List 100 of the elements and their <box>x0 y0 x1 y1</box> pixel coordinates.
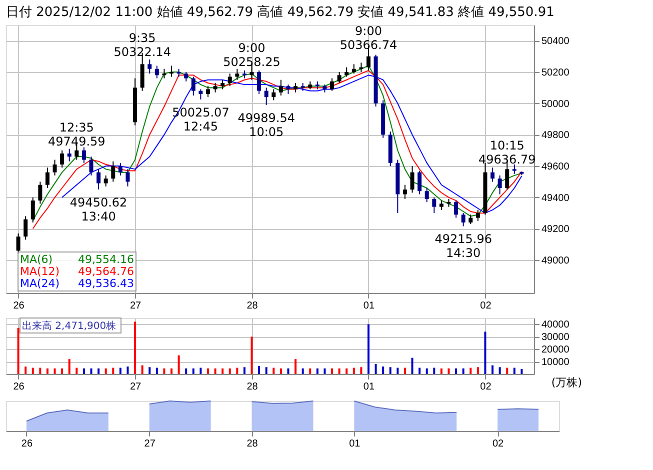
x-tick-label: 27 <box>144 438 156 450</box>
bar <box>46 368 48 374</box>
bar <box>61 368 64 374</box>
text: MA(6) <box>20 253 53 266</box>
bar <box>178 355 180 374</box>
candlestick <box>468 214 473 225</box>
bar <box>360 367 362 374</box>
text: MA(24) <box>20 277 60 290</box>
candlestick <box>82 146 86 164</box>
candlestick <box>461 212 466 227</box>
y-tick-label: 10000 <box>542 357 570 368</box>
candlestick <box>89 156 94 176</box>
candlestick <box>213 82 218 93</box>
bar <box>352 368 355 374</box>
y-tick-label: 49200 <box>542 224 570 236</box>
candlestick <box>410 166 414 194</box>
bar <box>309 368 312 374</box>
bar <box>258 366 260 374</box>
candlestick <box>52 159 57 176</box>
candlestick <box>206 86 210 98</box>
bar <box>287 368 290 374</box>
candlestick <box>264 87 268 106</box>
bar <box>418 368 421 374</box>
bar <box>396 368 399 374</box>
annotation: 49989.54 10:05 <box>238 111 295 139</box>
bar <box>206 368 209 374</box>
candlestick <box>344 66 349 78</box>
candlestick <box>272 88 276 101</box>
y-tick-label: 49600 <box>542 162 570 173</box>
bar <box>498 367 501 374</box>
bar <box>98 368 100 374</box>
x-tick-label: 02 <box>480 300 492 312</box>
candlestick <box>170 65 174 78</box>
annotation: 49215.96 14:30 <box>434 232 492 260</box>
candlestick <box>111 160 116 182</box>
candlestick <box>402 184 407 200</box>
candlestick <box>432 196 436 214</box>
annotation: 49,564.76 <box>78 265 134 278</box>
bar <box>265 367 268 374</box>
candlestick <box>286 84 290 94</box>
bar <box>382 366 384 374</box>
bar <box>104 368 107 374</box>
annotation: 12:35 49749.59 <box>48 120 106 149</box>
candlestick <box>337 72 342 84</box>
bar <box>404 368 406 374</box>
annotation: 49,536.43 <box>78 277 134 290</box>
bar <box>440 368 442 374</box>
bar <box>214 368 216 374</box>
bar <box>90 368 92 374</box>
y-tick-label: 49400 <box>542 192 570 204</box>
y-tick-label: 40000 <box>542 320 570 331</box>
candlestick <box>67 148 72 162</box>
candlestick <box>424 187 429 203</box>
candlestick <box>512 164 516 174</box>
bar <box>324 368 326 374</box>
y-tick-label: 20000 <box>542 344 570 356</box>
x-tick-label: 26 <box>21 438 33 450</box>
y-tick-label: 30000 <box>542 332 570 344</box>
x-tick-label: 01 <box>363 382 375 392</box>
candlestick <box>118 162 122 176</box>
bar <box>76 368 78 374</box>
candlestick <box>148 58 152 74</box>
bar <box>222 368 224 374</box>
candlestick <box>16 232 20 254</box>
annotation: 49450.62 13:40 <box>70 195 128 224</box>
candlestick <box>418 170 422 195</box>
bar <box>448 368 450 374</box>
text: MA(12) <box>20 265 60 278</box>
candlestick <box>498 174 502 195</box>
bar <box>513 368 516 374</box>
bar <box>338 368 340 374</box>
candlestick <box>191 76 196 96</box>
x-tick-label: 01 <box>363 300 375 312</box>
bar <box>54 368 56 374</box>
annotation: 9:00 50366.74 <box>340 24 398 52</box>
bar <box>163 368 166 374</box>
annotation: 49,554.16 <box>78 253 134 266</box>
candlestick <box>352 64 356 74</box>
bar <box>433 368 436 374</box>
bar <box>236 368 238 374</box>
candlestick <box>476 209 480 222</box>
bar <box>134 322 136 374</box>
bar <box>272 368 275 374</box>
bar <box>112 368 114 374</box>
x-tick-label: 26 <box>13 382 25 392</box>
candlestick <box>38 181 42 204</box>
x-tick-label: 01 <box>349 438 361 450</box>
bar <box>470 368 472 374</box>
x-tick-label: 27 <box>130 300 142 312</box>
bar <box>250 336 253 374</box>
candlestick <box>490 167 495 182</box>
bar <box>411 358 414 374</box>
bar <box>389 367 392 374</box>
bar <box>170 368 173 374</box>
bar <box>228 368 231 374</box>
y-tick-label: 49800 <box>542 130 570 142</box>
bar <box>17 328 20 374</box>
x-tick-label: 27 <box>130 382 142 392</box>
y-tick-label: 50400 <box>542 36 570 48</box>
candlestick <box>104 174 108 187</box>
